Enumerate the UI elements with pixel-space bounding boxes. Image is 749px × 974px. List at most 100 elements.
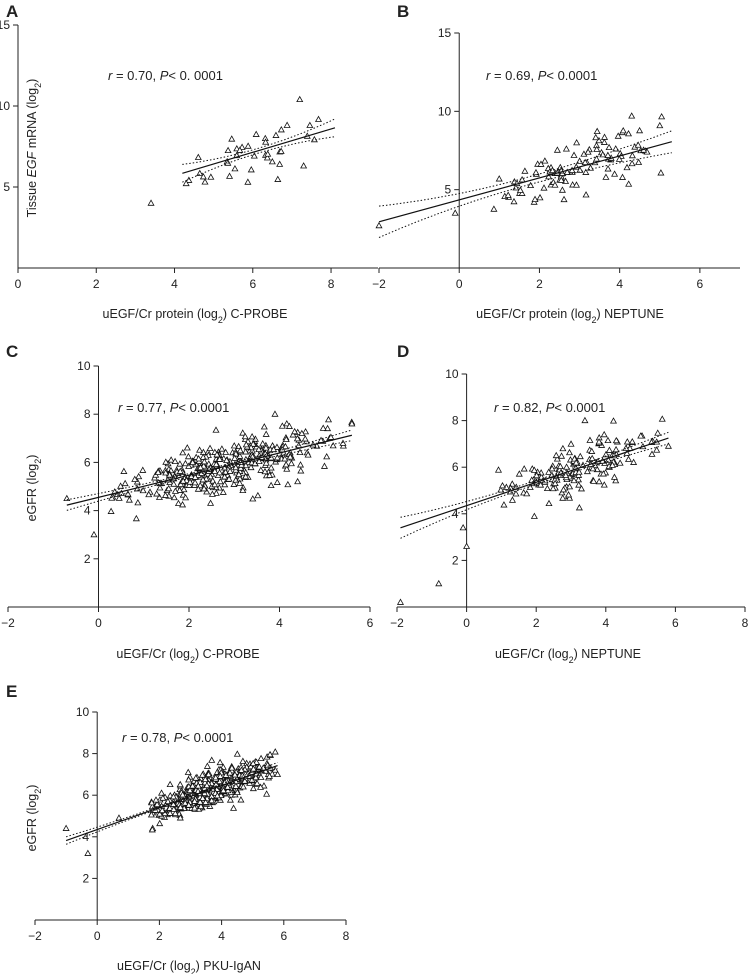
data-point <box>171 809 179 816</box>
data-point <box>656 121 664 129</box>
data-point <box>236 446 244 454</box>
data-point <box>192 774 200 781</box>
data-point <box>324 424 332 432</box>
data-point <box>267 464 275 471</box>
data-point <box>236 146 244 153</box>
x-axis-title: uEGF/Cr (log2) C-PROBE <box>116 647 259 665</box>
data-point <box>296 448 304 456</box>
data-point <box>208 756 216 763</box>
y-tick-label: 6 <box>83 788 90 802</box>
data-point <box>570 151 578 158</box>
data-point <box>272 131 280 138</box>
data-point <box>158 789 166 796</box>
data-point <box>166 780 174 788</box>
data-point <box>302 427 310 435</box>
x-axis-title: uEGF/Cr (log2) PKU-IgAN <box>117 959 261 974</box>
data-point <box>323 452 331 460</box>
panel-letter: D <box>397 342 409 361</box>
x-tick-label: 6 <box>280 929 287 943</box>
data-point <box>551 181 559 188</box>
y-tick-label: 8 <box>452 414 459 428</box>
data-point <box>158 806 166 814</box>
data-point <box>348 420 356 427</box>
data-point <box>191 797 199 804</box>
data-point <box>237 464 245 471</box>
scatter-points <box>63 410 356 538</box>
data-point <box>131 475 139 482</box>
data-point <box>120 467 128 474</box>
data-point <box>216 758 224 766</box>
data-point <box>600 133 609 140</box>
data-point <box>274 175 282 182</box>
data-point <box>375 221 383 229</box>
data-point <box>281 455 289 462</box>
data-point <box>657 169 665 176</box>
data-point <box>117 489 125 496</box>
data-point <box>201 775 209 783</box>
y-tick-label: 2 <box>452 553 459 567</box>
data-point <box>294 477 302 485</box>
data-point <box>558 186 566 193</box>
data-point <box>186 786 194 794</box>
data-point <box>512 490 520 497</box>
correlation-annotation: r = 0.78, P< 0.0001 <box>122 730 233 745</box>
data-point <box>590 477 598 484</box>
data-point <box>260 423 268 430</box>
panel-letter: A <box>6 2 18 21</box>
data-point <box>216 477 224 485</box>
data-point <box>213 450 221 458</box>
data-point <box>283 465 291 472</box>
confidence-band-upper <box>65 762 278 838</box>
data-point <box>228 135 236 142</box>
data-point <box>612 476 620 484</box>
data-point <box>588 447 596 454</box>
data-point <box>189 458 197 466</box>
data-point <box>169 792 177 800</box>
data-point <box>186 478 194 485</box>
data-point <box>226 796 234 803</box>
regression-line <box>66 434 353 506</box>
y-axis-title: Tissue EGF mRNA (log2) <box>25 79 43 218</box>
data-point <box>612 145 620 152</box>
data-point <box>235 470 243 478</box>
data-point <box>268 157 276 165</box>
data-point <box>153 490 161 497</box>
data-point <box>218 445 226 452</box>
y-tick-label: 8 <box>84 407 91 421</box>
data-point <box>203 488 211 495</box>
data-point <box>161 491 169 498</box>
data-point <box>593 145 601 152</box>
data-point <box>203 762 211 769</box>
data-point <box>575 504 583 511</box>
data-point <box>593 127 601 134</box>
data-point <box>170 480 178 487</box>
data-point <box>518 189 526 196</box>
data-point <box>255 763 263 770</box>
x-tick-label: 0 <box>95 616 102 630</box>
data-point <box>176 467 184 474</box>
data-point <box>273 478 281 485</box>
x-tick-label: 2 <box>93 277 100 291</box>
data-point <box>515 470 523 477</box>
data-point <box>226 467 234 474</box>
data-point <box>283 121 291 128</box>
data-point <box>224 146 232 154</box>
data-point <box>297 467 305 474</box>
data-point <box>247 166 255 173</box>
data-point <box>521 167 529 174</box>
data-point <box>604 165 612 172</box>
data-point <box>608 461 616 468</box>
data-point <box>537 481 545 488</box>
data-point <box>320 462 328 469</box>
data-point <box>194 485 202 492</box>
data-point <box>612 436 620 444</box>
data-point <box>135 472 143 480</box>
data-point <box>219 786 227 794</box>
y-tick-label: 15 <box>0 18 10 32</box>
data-point <box>592 133 600 141</box>
data-point <box>276 160 284 167</box>
y-tick-label: 10 <box>76 705 90 719</box>
data-point <box>572 181 580 188</box>
